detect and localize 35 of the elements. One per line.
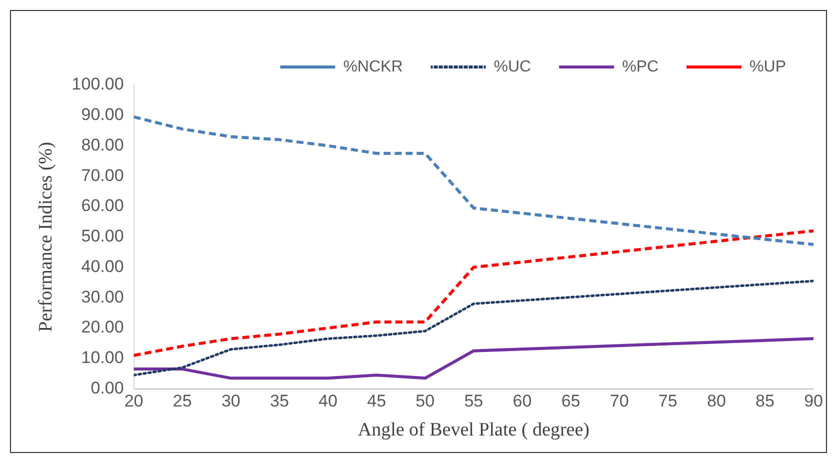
y-tick-label: 0.00 <box>90 378 124 398</box>
x-tick-label: 35 <box>270 392 289 411</box>
y-axis-title: Performance Indices (%) <box>35 142 56 332</box>
x-tick-label: 70 <box>610 392 629 411</box>
y-tick-label: 70.00 <box>81 166 124 185</box>
x-tick-label: 40 <box>318 392 338 411</box>
x-tick-label: 30 <box>221 392 240 411</box>
x-tick-label: 50 <box>416 392 435 411</box>
y-tick-label: 40.00 <box>81 256 124 276</box>
x-tick-label: 55 <box>464 392 484 411</box>
legend-label: %UC <box>494 58 532 76</box>
x-tick-label: 90 <box>804 392 824 411</box>
x-tick-label: 45 <box>367 392 386 411</box>
x-tick-label: 80 <box>706 392 726 411</box>
y-tick-label: 80.00 <box>81 135 124 154</box>
line-series <box>134 115 814 246</box>
legend-label: %UP <box>750 58 786 76</box>
x-tick-label: 85 <box>756 392 774 411</box>
x-tick-label: 25 <box>172 392 192 411</box>
x-tick-label: 20 <box>124 392 144 411</box>
y-tick-label: 10.00 <box>81 348 124 368</box>
legend-label: %PC <box>622 58 659 76</box>
x-tick-label: 60 <box>512 392 532 411</box>
y-tick-label: 90.00 <box>81 105 124 124</box>
line-series <box>134 229 814 357</box>
y-tick-label: 100.00 <box>72 74 124 94</box>
y-tick-label: 60.00 <box>81 196 124 216</box>
y-tick-label: 50.00 <box>81 226 124 246</box>
legend-label: %NCKR <box>343 58 403 76</box>
x-tick-label: 65 <box>561 392 580 411</box>
x-tick-label: 75 <box>658 392 678 411</box>
y-tick-label: 30.00 <box>81 287 124 306</box>
line-series <box>134 280 814 376</box>
y-tick-label: 20.00 <box>81 318 124 337</box>
x-axis-title: Angle of Bevel Plate ( degree) <box>358 420 590 441</box>
